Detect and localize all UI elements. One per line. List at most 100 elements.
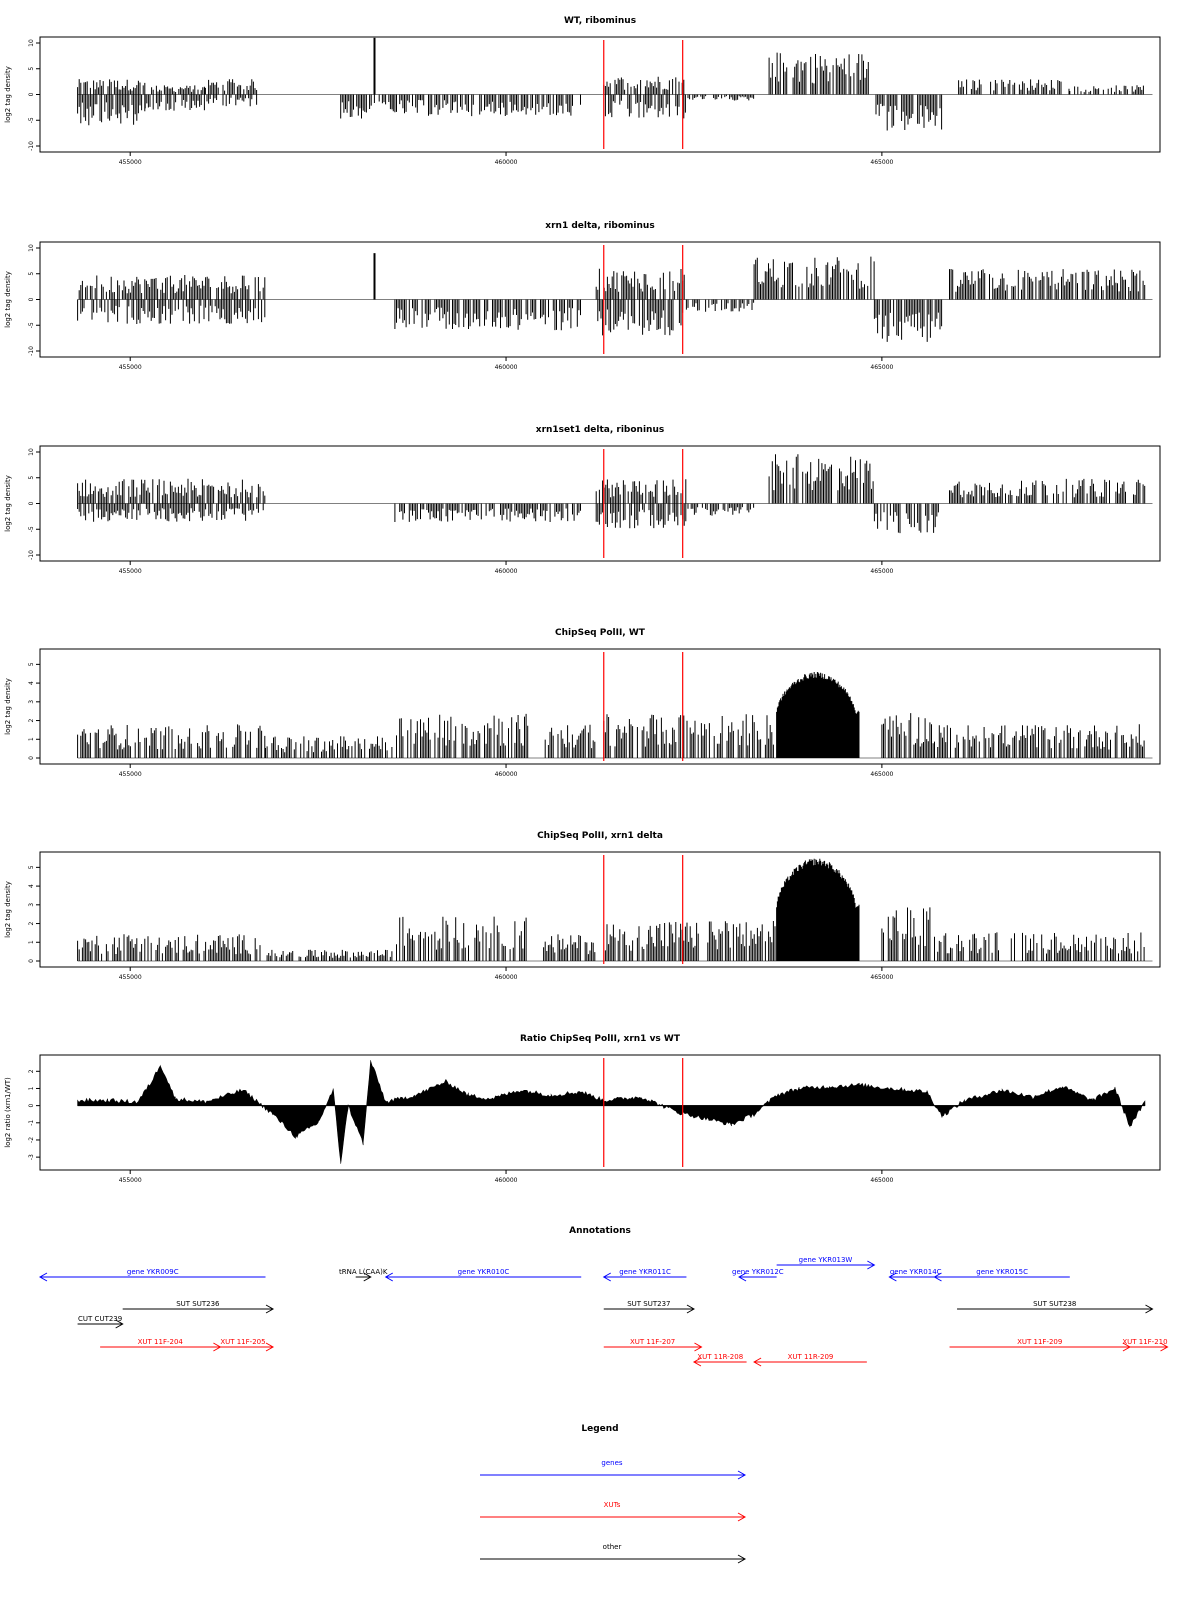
- annotation-arrow-head: [602, 1272, 612, 1282]
- y-tick-label: 2: [28, 921, 35, 925]
- data-marks: [77, 672, 1153, 759]
- x-tick-label: 455000: [119, 1177, 142, 1184]
- annotation-label: XUT 11R-208: [697, 1353, 743, 1361]
- density-bars: [77, 256, 1146, 342]
- annotation-arrow-head: [692, 1357, 702, 1367]
- annotation-gene: gene YKR012C: [732, 1268, 784, 1282]
- legend-arrow-head: [737, 1554, 747, 1564]
- panel-title: ChipSeq PolII, xrn1 delta: [537, 831, 663, 841]
- legend-arrow-head: [737, 1512, 747, 1522]
- y-tick-label: 5: [28, 476, 35, 480]
- y-axis-label: log2 tag density: [4, 881, 12, 938]
- y-tick-label: -5: [28, 526, 35, 532]
- annotation-gene: gene YKR014C: [888, 1268, 943, 1282]
- x-tick-label: 465000: [870, 771, 893, 778]
- annotation-other: SUT SUT236: [122, 1300, 275, 1314]
- annotation-label: XUT 11R-209: [788, 1353, 834, 1361]
- density-bars: [77, 454, 1146, 534]
- panel-4: ChipSeq PolII, xrn1 delta log2 tag densit…: [4, 831, 1161, 981]
- panel-title: xrn1set1 delta, riboninus: [536, 425, 664, 435]
- annotation-label: XUT 11F-205: [220, 1338, 265, 1346]
- y-axis-label: log2 tag density: [4, 66, 12, 123]
- annotation-gene: gene YKR015C: [933, 1268, 1070, 1282]
- annotation-xut: XUT 11F-210: [1122, 1338, 1169, 1352]
- x-tick-label: 465000: [870, 974, 893, 981]
- annotation-label: XUT 11F-204: [138, 1338, 184, 1346]
- y-tick-label: 3: [28, 700, 35, 704]
- annotation-xut: XUT 11R-208: [692, 1353, 747, 1367]
- annotation-arrow-head: [265, 1304, 275, 1314]
- y-tick-label: 1: [28, 940, 35, 944]
- annotation-label: SUT SUT236: [176, 1300, 220, 1308]
- y-tick-label: 1: [28, 1086, 35, 1090]
- data-marks: [77, 1060, 1146, 1164]
- y-tick-label: 5: [28, 272, 35, 276]
- legend-arrow-head: [737, 1470, 747, 1480]
- y-tick-label: 5: [28, 67, 35, 71]
- annotation-gene: gene YKR009C: [38, 1268, 266, 1282]
- panel-3: ChipSeq PolII, WT log2 tag density 0 1 2 3 4 5 4…: [4, 628, 1161, 778]
- panel-0: WT, ribominus log2 tag density 10 5 0 -5 -10 45…: [4, 16, 1161, 166]
- y-axis-label: log2 tag density: [4, 271, 12, 328]
- x-tick-label: 455000: [119, 771, 142, 778]
- y-tick-label: -10: [28, 141, 35, 151]
- y-tick-label: 0: [28, 756, 35, 760]
- y-tick-label: 0: [28, 501, 35, 505]
- annotation-gene: gene YKR010C: [384, 1268, 582, 1282]
- y-tick-label: -10: [28, 550, 35, 560]
- legend-label: XUTs: [604, 1501, 621, 1509]
- x-tick-label: 465000: [870, 1177, 893, 1184]
- annotation-gene: gene YKR013W: [776, 1256, 876, 1270]
- annotation-arrow-head: [888, 1272, 897, 1282]
- annotations-panel: Annotations gene YKR009C gene YKR010C gene …: [38, 1226, 1169, 1367]
- annotation-label: gene YKR012C: [732, 1268, 784, 1276]
- y-tick-label: -5: [28, 322, 35, 328]
- panel-title: WT, ribominus: [564, 16, 636, 26]
- density-bars: [77, 858, 1145, 961]
- annotation-label: XUT 11F-210: [1122, 1338, 1167, 1346]
- annotation-other: tRNA L(CAA)K: [339, 1268, 388, 1282]
- annotation-arrow-head: [363, 1272, 372, 1282]
- y-tick-label: 0: [28, 1104, 35, 1108]
- annotation-label: gene YKR011C: [619, 1268, 671, 1276]
- x-tick-label: 460000: [495, 159, 518, 166]
- annotations-title: Annotations: [569, 1226, 631, 1236]
- annotation-arrow-head: [686, 1304, 695, 1314]
- data-marks: [77, 454, 1153, 534]
- y-tick-label: 0: [28, 959, 35, 963]
- annotation-xut: XUT 11F-205: [212, 1338, 275, 1352]
- y-tick-label: 10: [28, 39, 35, 47]
- y-axis-label: log2 ratio (xrn1/WT): [4, 1077, 12, 1148]
- panel-title: xrn1 delta, ribominus: [545, 221, 654, 231]
- annotation-arrow-head: [265, 1342, 275, 1352]
- annotation-arrow-head: [867, 1260, 876, 1270]
- annotation-arrow-head: [1145, 1304, 1154, 1314]
- x-tick-label: 465000: [870, 159, 893, 166]
- legend: Legend genes XUTs other: [480, 1424, 747, 1564]
- density-bars: [77, 52, 1144, 131]
- ratio-area: [77, 1060, 1146, 1164]
- annotation-label: XUT 11F-207: [630, 1338, 675, 1346]
- data-marks: [77, 858, 1153, 962]
- panel-title: Ratio ChipSeq PolII, xrn1 vs WT: [520, 1034, 681, 1044]
- x-tick-label: 465000: [870, 568, 893, 575]
- annotation-label: gene YKR009C: [127, 1268, 179, 1276]
- annotation-other: SUT SUT237: [603, 1300, 695, 1314]
- x-tick-label: 455000: [119, 364, 142, 371]
- annotation-arrow-head: [38, 1272, 48, 1282]
- data-marks: [77, 253, 1153, 342]
- y-tick-label: 2: [28, 718, 35, 722]
- legend-label: genes: [601, 1459, 622, 1467]
- annotation-xut: XUT 11F-207: [603, 1338, 703, 1352]
- legend-label: other: [603, 1543, 622, 1551]
- y-tick-label: 0: [28, 297, 35, 301]
- annotation-arrow-head: [753, 1357, 762, 1367]
- legend-entry: genes: [480, 1459, 747, 1480]
- x-tick-label: 455000: [119, 974, 142, 981]
- legend-entry: XUTs: [480, 1501, 747, 1522]
- y-tick-label: 1: [28, 737, 35, 741]
- annotation-label: SUT SUT238: [1033, 1300, 1076, 1308]
- x-tick-label: 465000: [870, 364, 893, 371]
- y-tick-label: 5: [28, 865, 35, 869]
